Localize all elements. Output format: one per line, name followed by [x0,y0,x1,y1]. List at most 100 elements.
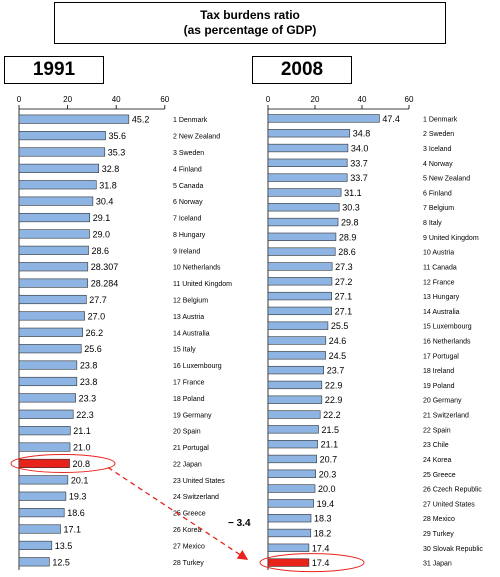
category-label: 9 Ireland [173,248,200,255]
data-label: 18.3 [314,514,332,524]
category-label: 12 Belgium [173,298,208,305]
category-label: 2 New Zealand [173,134,220,141]
category-label: 28 Mexico [423,516,455,523]
bar [267,558,310,567]
data-label: 21.1 [73,426,91,436]
data-label: 23.8 [80,377,98,387]
data-label: 23.7 [327,366,345,376]
bar [267,306,332,316]
category-label: 26 Czech Republic [423,487,482,494]
category-label: 10 Netherlands [173,265,221,272]
bar [267,499,314,508]
bar [267,129,351,138]
category-label: 16 Netherlands [423,339,471,346]
category-label: 18 Ireland [423,368,454,375]
bar [267,277,333,286]
data-label: 27.2 [335,277,353,287]
category-label: 21 Portugal [173,445,209,452]
data-label: 30.3 [342,203,360,213]
bar [267,291,332,301]
category-label: 13 Austria [173,314,204,321]
bar [267,425,319,434]
panel-label-1991: 1991 [4,56,104,84]
x-tick-label: 40 [358,95,367,104]
title-line-2: (as percentage of GDP) [183,23,317,37]
category-label: 22 Spain [423,427,451,434]
category-label: 31 Japan [423,561,452,568]
data-label: 20.8 [73,459,91,469]
category-label: 9 United Kingdom [423,235,479,242]
bar [18,180,97,190]
bar [18,327,83,337]
category-label: 24 Korea [423,457,452,464]
bar [18,212,91,223]
bar [267,158,348,167]
category-label: 7 Belgium [423,205,454,212]
category-label: 14 Australia [423,309,460,316]
data-label: 20.1 [71,475,89,485]
data-label: 35.6 [109,131,127,141]
data-label: 23.8 [80,361,98,371]
data-label: 21.5 [322,425,340,435]
category-label: 24 Switzerland [173,494,219,501]
data-label: 22.3 [76,410,94,420]
category-label: 20 Spain [173,429,201,436]
data-label: 27.3 [335,262,353,272]
bar [18,245,89,255]
bar [267,232,337,242]
data-label: 17.4 [312,543,330,553]
data-label: 18.6 [67,508,85,518]
category-label: 15 Italy [173,347,196,354]
x-tick-label: 20 [311,95,320,104]
highlight-circle [259,553,365,573]
bar [267,188,342,197]
bar [267,469,317,478]
category-label: 22 Japan [173,461,202,468]
data-label: 31.8 [99,180,117,190]
bar [18,376,78,387]
data-label: 20.0 [318,484,336,494]
bar [267,114,380,123]
data-label: 13.5 [55,541,73,551]
data-label: 33.7 [350,173,368,183]
bar [18,557,50,567]
category-label: 27 Mexico [173,543,205,550]
category-label: 19 Poland [423,383,455,390]
change-label: − 3.4 [228,518,251,529]
category-label: 1 Denmark [173,117,208,124]
category-label: 25 Greece [173,511,206,518]
bar [18,262,89,272]
category-label: 16 Luxembourg [173,363,222,370]
bar [267,351,326,360]
data-label: 24.6 [329,336,347,346]
category-label: 11 United Kingdom [173,281,232,288]
data-label: 27.1 [335,292,353,302]
category-label: 6 Finland [423,190,452,197]
category-label: 25 Greece [423,472,456,479]
category-label: 2 Sweden [423,131,454,138]
data-label: 22.9 [325,380,343,390]
data-label: 28.6 [338,247,356,257]
category-label: 13 Hungary [423,294,460,301]
bar [18,114,130,124]
data-label: 24.5 [329,351,347,361]
data-label: 27.1 [335,306,353,316]
data-label: 26.2 [86,328,104,338]
bar [267,514,312,523]
bar [18,475,69,485]
data-label: 18.2 [314,528,332,538]
x-tick-label: 60 [405,95,414,104]
category-label: 5 Canada [173,183,203,190]
data-label: 47.4 [382,114,400,124]
data-label: 35.3 [108,147,126,157]
bar [18,344,82,354]
category-label: 7 Iceland [173,216,202,223]
data-label: 34.0 [351,144,369,154]
bar [267,454,317,464]
data-label: 23.3 [79,393,97,403]
chart-title: Tax burdens ratio (as percentage of GDP) [54,2,446,44]
category-label: 17 France [173,379,205,386]
bar [267,321,329,330]
bar [267,439,318,449]
